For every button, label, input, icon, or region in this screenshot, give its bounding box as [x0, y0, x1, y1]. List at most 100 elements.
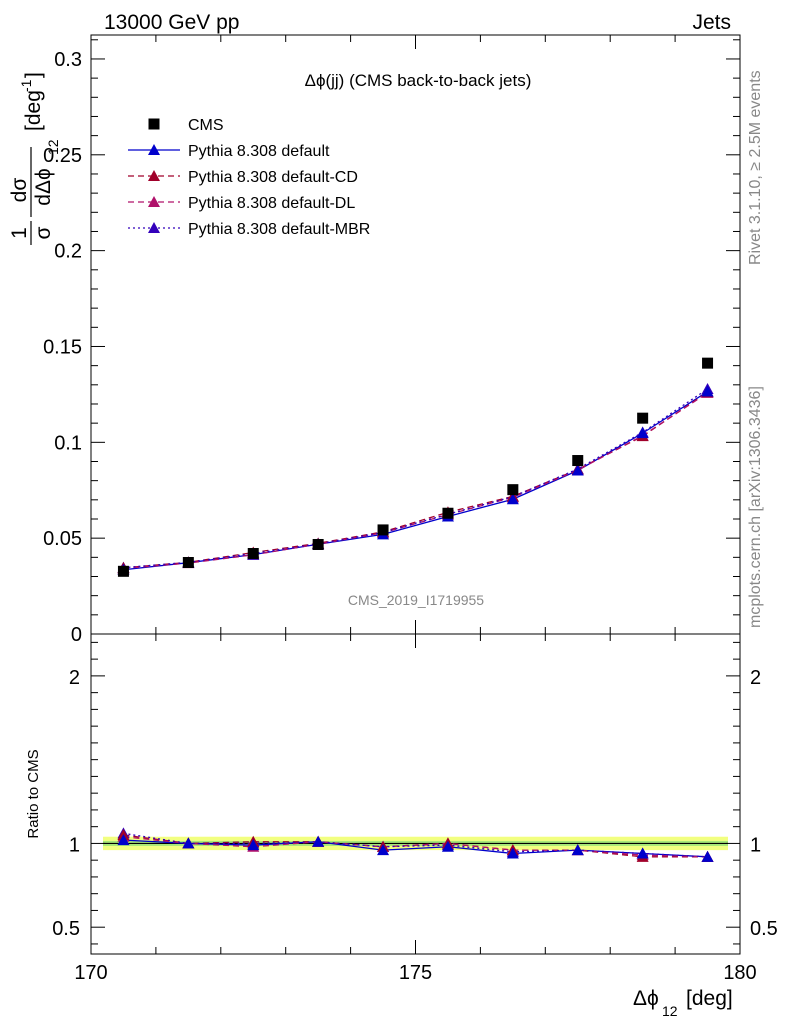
- main-ytick-label: 0.05: [43, 528, 82, 550]
- markers-mbr: [117, 383, 714, 573]
- point-cms: [247, 547, 259, 559]
- ratio-point-default: [636, 847, 649, 859]
- ylabel-unit-close: ]: [22, 72, 45, 78]
- legend-label: Pythia 8.308 default-MBR: [188, 221, 370, 238]
- ratio-markers-default: [117, 834, 714, 862]
- ratio-series: [117, 827, 714, 862]
- ratio-point-default: [312, 835, 325, 847]
- legend-item-cms: CMS: [148, 117, 224, 134]
- series-default: [123, 390, 708, 571]
- series-line-cd: [123, 391, 708, 569]
- ylabel-group: 1 σ dσ dΔϕ 12[deg-1]: [8, 72, 61, 245]
- point-cms: [572, 455, 584, 467]
- ratio-point-default: [377, 844, 390, 856]
- markers-dl: [117, 386, 714, 574]
- ratio-ytick-label-right: 0.5: [750, 918, 778, 940]
- point-cms: [507, 484, 519, 496]
- main-ylabel: 1 σ dσ dΔϕ 12[deg-1]: [8, 72, 61, 245]
- markers-cd: [117, 386, 714, 573]
- xlabel-symbol: Δϕ: [633, 987, 659, 1010]
- point-default: [636, 427, 649, 439]
- point-cms: [312, 538, 324, 550]
- legend-marker: [148, 196, 160, 207]
- main-ytick-label: 0.2: [54, 241, 82, 263]
- legend-marker: [148, 222, 160, 233]
- point-cms: [442, 507, 454, 519]
- series-line-dl: [123, 392, 708, 570]
- point-cms: [702, 357, 714, 369]
- ylabel-frac-den: σ: [32, 226, 55, 239]
- header-left: 13000 GeV pp: [104, 11, 239, 34]
- legend-label: Pythia 8.308 default-CD: [188, 169, 358, 186]
- legend-marker: [148, 144, 160, 155]
- ratio-ytick-label: 1: [69, 834, 80, 856]
- xlabel-unit: [deg]: [686, 987, 733, 1010]
- series-cd: [123, 391, 708, 569]
- legend-marker: [148, 118, 160, 130]
- main-ytick-label: 0.25: [43, 145, 82, 167]
- legend-label: Pythia 8.308 default: [188, 143, 330, 160]
- ratio-ytick-label: 2: [69, 667, 80, 689]
- ratio-axis-ticks: 0.5 0.5 1 1 2 2 170 175 180: [52, 634, 778, 984]
- ratio-line-dl: [123, 836, 708, 858]
- ratio-line-default: [123, 839, 708, 858]
- xlabel-subscript: 12: [662, 1003, 678, 1019]
- series-mbr: [123, 388, 708, 569]
- legend-item-default: Pythia 8.308 default: [128, 143, 330, 160]
- ylabel-unit-sup: -1: [18, 79, 34, 92]
- point-default: [701, 385, 714, 397]
- ylabel-dsigma: dσ: [8, 178, 31, 203]
- main-axis-ticks: 0 0.05 0.1 0.15 0.2 0.25 0.3: [43, 35, 741, 646]
- ylabel-unit: [deg: [22, 90, 45, 131]
- series-line-mbr: [123, 388, 708, 569]
- ylabel-frac-num: 1: [8, 227, 31, 239]
- series-line-default: [123, 390, 708, 571]
- ratio-point-default: [506, 847, 519, 859]
- main-ytick-label: 0.15: [43, 336, 82, 358]
- main-panel: 0 0.05 0.1 0.15 0.2 0.25 0.3 Δϕ(jj) (CMS back-…: [8, 34, 741, 646]
- rivet-label: Rivet 3.1.10, ≥ 2.5M events: [747, 70, 764, 265]
- ratio-series-dl: [123, 836, 708, 858]
- point-default: [571, 464, 584, 476]
- ratio-point-default: [571, 844, 584, 856]
- point-cms: [117, 565, 129, 577]
- legend-item-dl: Pythia 8.308 default-DL: [128, 195, 355, 212]
- markers-default: [117, 385, 714, 575]
- legend-label: Pythia 8.308 default-DL: [188, 195, 355, 212]
- ratio-point-default: [247, 839, 260, 851]
- ratio-xtick-label: 170: [74, 962, 107, 984]
- ratio-ytick-label-right: 2: [750, 667, 761, 689]
- point-default: [506, 493, 519, 505]
- series-dl: [123, 392, 708, 570]
- ratio-xtick-label: 180: [723, 962, 756, 984]
- legend-marker: [148, 170, 160, 181]
- point-cms: [182, 557, 194, 569]
- ratio-series-default: [123, 839, 708, 858]
- ratio-ylabel: Ratio to CMS: [25, 749, 42, 838]
- legend-label: CMS: [188, 117, 224, 134]
- point-cms: [637, 412, 649, 424]
- ratio-frame: [90, 633, 741, 955]
- ylabel-sub: 12: [45, 139, 61, 155]
- point-cms: [377, 524, 389, 536]
- ratio-point-default: [117, 834, 130, 846]
- ylabel-dphi: dΔϕ: [32, 168, 55, 205]
- ratio-point-default: [182, 837, 195, 849]
- main-ytick-label: 0: [71, 624, 82, 646]
- ratio-point-default: [441, 840, 454, 852]
- header-right: Jets: [692, 11, 731, 34]
- main-ytick-label: 0.3: [54, 49, 82, 71]
- ratio-xtick-label: 175: [399, 962, 432, 984]
- main-title: Δϕ(jj) (CMS back-to-back jets): [305, 71, 532, 90]
- ratio-ytick-label-right: 1: [750, 834, 761, 856]
- main-series: [117, 357, 714, 577]
- legend: CMS Pythia 8.308 default Pythia 8.308 defa…: [128, 117, 370, 238]
- legend-item-cd: Pythia 8.308 default-CD: [128, 169, 358, 186]
- ratio-point-default: [701, 850, 714, 862]
- legend-item-mbr: Pythia 8.308 default-MBR: [128, 221, 370, 238]
- markers-cms: [117, 357, 714, 577]
- ratio-xlabel: Δϕ 12 [deg]: [633, 987, 733, 1019]
- main-ytick-label: 0.1: [54, 432, 82, 454]
